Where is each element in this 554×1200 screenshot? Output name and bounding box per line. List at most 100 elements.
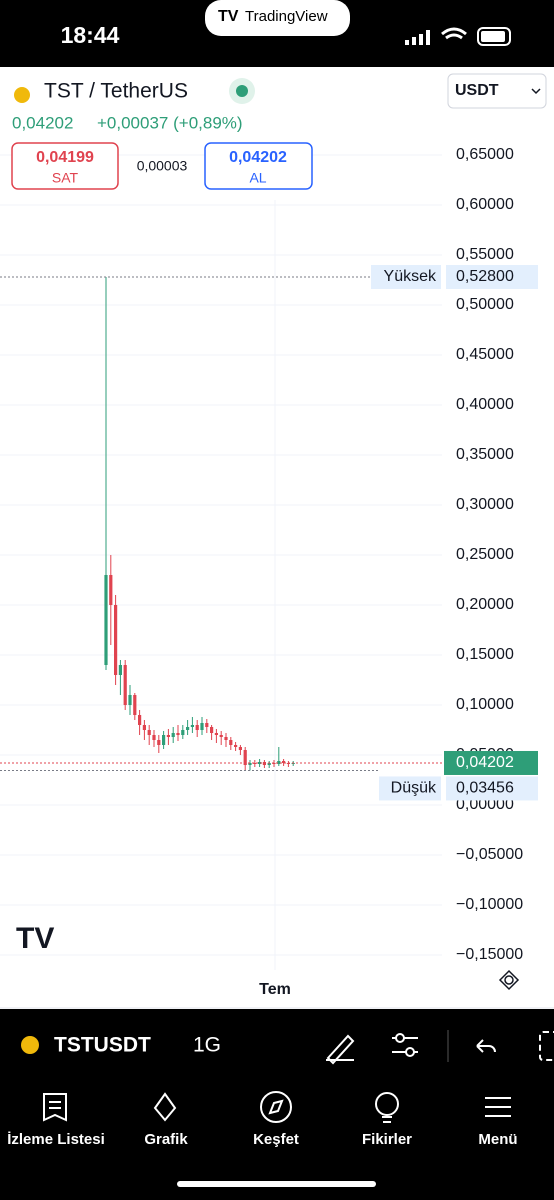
y-tick-label: −0,10000 <box>456 896 523 913</box>
candle-body <box>248 763 252 765</box>
tabs: İzleme Listesi Grafik Keşfet Fikirler Menü <box>7 1131 517 1148</box>
candle-body <box>109 575 113 605</box>
y-tick-label: 0,65000 <box>456 146 514 163</box>
candle-body <box>234 745 238 747</box>
draw-icon[interactable] <box>326 1034 355 1065</box>
y-tick-label: 0,60000 <box>456 196 514 213</box>
candle-body <box>195 725 199 730</box>
buy-price: 0,04202 <box>229 149 287 166</box>
candle-body <box>123 665 127 705</box>
candle-body <box>166 735 170 737</box>
toolbar-coin <box>21 1036 39 1054</box>
candle-body <box>282 761 286 763</box>
candle-body <box>286 763 290 764</box>
candle-body <box>205 723 209 727</box>
candle-body <box>114 605 118 675</box>
high-name: Yüksek <box>384 268 437 285</box>
battery-level <box>481 31 505 42</box>
y-tick-label: 0,00000 <box>456 796 514 813</box>
tab-label[interactable]: İzleme Listesi <box>7 1131 105 1148</box>
tv-watermark: TV <box>16 922 54 955</box>
candle-body <box>262 762 266 765</box>
candle-body <box>190 725 194 727</box>
candle-body <box>224 737 228 740</box>
candle-body <box>186 727 190 730</box>
x-axis-label: Tem <box>259 981 291 998</box>
last-price: 0,04202 <box>456 754 514 771</box>
more-icon[interactable] <box>539 1031 554 1061</box>
y-tick-label: 0,20000 <box>456 596 514 613</box>
candle-body <box>238 747 242 750</box>
toolbar-interval[interactable]: 1G <box>193 1034 221 1057</box>
market-status <box>236 85 248 97</box>
candle-body <box>171 733 175 737</box>
tab-icons <box>43 1091 511 1123</box>
high-price: 0,52800 <box>456 268 514 285</box>
app-pill <box>205 0 350 36</box>
buy-button[interactable] <box>204 142 313 190</box>
tab-label[interactable]: Fikirler <box>362 1131 412 1148</box>
candle-body <box>152 735 156 740</box>
y-tick-label: 0,45000 <box>456 346 514 363</box>
toolbar <box>0 1009 554 1081</box>
y-tick-label: 0,15000 <box>456 646 514 663</box>
signal-icon <box>405 30 430 45</box>
y-tick-label: 0,10000 <box>456 696 514 713</box>
low-name: Düşük <box>391 780 437 797</box>
candle-body <box>214 733 218 735</box>
coin-icon <box>14 87 30 103</box>
sell-label: SAT <box>52 170 79 186</box>
candle-body <box>181 730 185 735</box>
tab-label[interactable]: Grafik <box>144 1131 188 1148</box>
sell-price: 0,04199 <box>36 149 94 166</box>
candle-body <box>118 665 122 675</box>
candle-body <box>219 735 223 737</box>
spread: 0,00003 <box>137 158 188 174</box>
wifi-icon <box>441 27 467 40</box>
y-tick-label: 0,40000 <box>456 396 514 413</box>
candle-body <box>210 727 214 733</box>
candle-body <box>147 730 151 735</box>
tab-bar <box>0 1081 554 1200</box>
settings-icon[interactable] <box>498 969 520 991</box>
candle-body <box>267 763 271 765</box>
y-tick-label: 0,55000 <box>456 246 514 263</box>
battery-icon <box>477 27 511 46</box>
y-tick-label: −0,05000 <box>456 846 523 863</box>
toolbar-symbol[interactable]: TSTUSDT <box>54 1034 151 1057</box>
symbol: TST / TetherUS <box>44 80 188 103</box>
candle-body <box>157 740 161 745</box>
clock: 18:44 <box>61 22 120 48</box>
buy-label: AL <box>249 170 266 186</box>
candle-body <box>104 575 108 665</box>
y-tick-label: 0,50000 <box>456 296 514 313</box>
candle-body <box>200 723 204 730</box>
low-price: 0,03456 <box>456 780 514 797</box>
candle-body <box>142 725 146 730</box>
app-name: TradingView <box>245 8 328 25</box>
candle-body <box>253 763 257 764</box>
candle-body <box>229 740 233 745</box>
indicators-knob <box>405 1047 415 1057</box>
candle-body <box>162 735 166 745</box>
candle-body <box>176 733 180 735</box>
y-tick-label: 0,35000 <box>456 446 514 463</box>
candle-body <box>128 695 132 705</box>
undo-icon[interactable] <box>476 1039 496 1053</box>
tab-label[interactable]: Menü <box>478 1131 517 1148</box>
candle-body <box>133 695 137 715</box>
currency-select[interactable] <box>447 73 547 109</box>
home-indicator <box>177 1181 376 1187</box>
candle-body <box>277 761 281 764</box>
tab-label[interactable]: Keşfet <box>253 1131 299 1148</box>
y-tick-label: 0,30000 <box>456 496 514 513</box>
high-price-tag <box>446 265 538 289</box>
currency: USDT <box>455 82 499 99</box>
sell-button[interactable] <box>11 142 119 190</box>
candle-body <box>243 750 247 765</box>
y-tick-label: 0,25000 <box>456 546 514 563</box>
app-logo: TV <box>218 8 239 25</box>
low-price-tag <box>446 776 538 801</box>
